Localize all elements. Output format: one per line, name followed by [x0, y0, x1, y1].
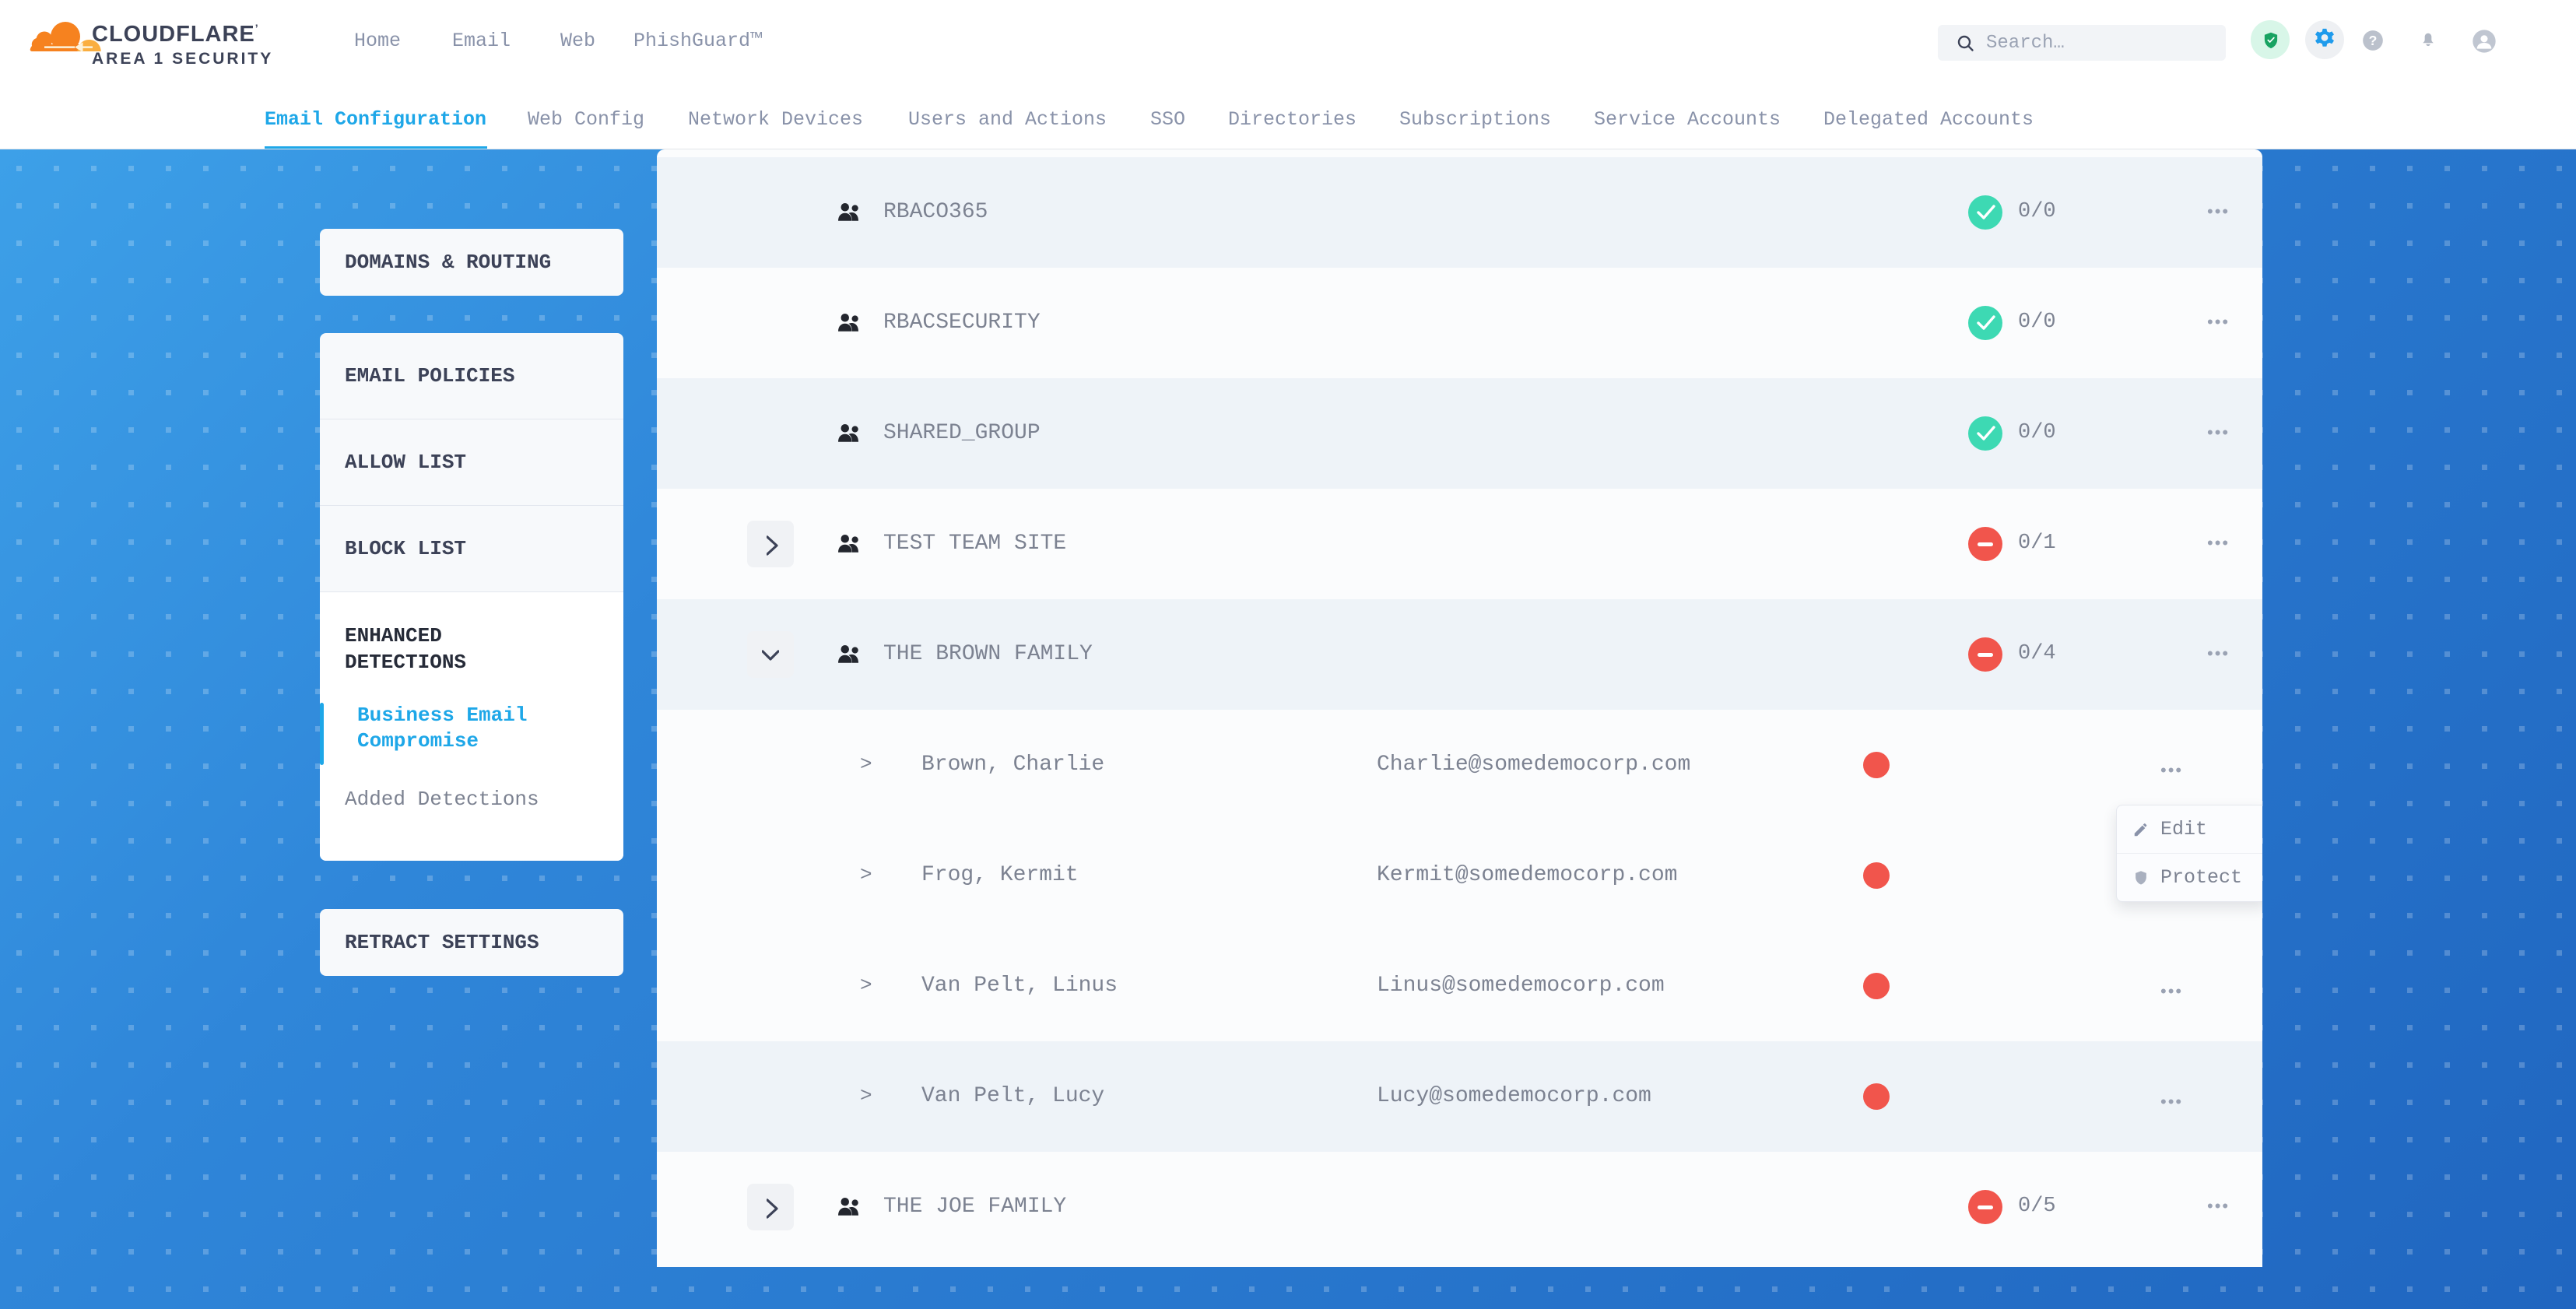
svg-text:?: ? — [2369, 33, 2378, 48]
